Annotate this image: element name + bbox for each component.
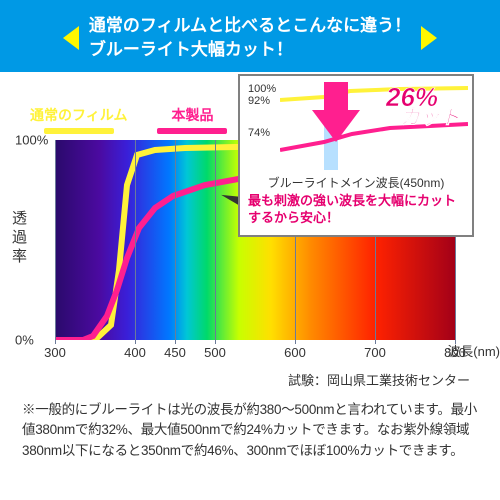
headline-banner: 通常のフィルムと比べるとこんなに違う！ブルーライト大幅カット！	[0, 0, 500, 72]
callout-subtitle: ブルーライトメイン波長(450nm)	[248, 174, 464, 191]
test-credit: 試験：岡山県工業技術センター	[288, 370, 470, 389]
x-tick: 700	[364, 345, 386, 360]
x-axis-label: 波長(nm)	[447, 341, 500, 360]
y-tick: 0%	[15, 333, 34, 348]
gridline	[215, 140, 216, 344]
gridline	[175, 140, 176, 344]
legend-normal-swatch	[44, 128, 114, 134]
legend-normal: 通常のフィルム	[30, 105, 127, 134]
callout-message: 最も刺激の強い波長を大幅にカットするから安心！	[248, 193, 464, 227]
detail-callout: 100%92% 74% 26%カット ブルーライトメイン波長(450nm) 最も刺…	[238, 74, 474, 237]
y-axis-label: 透過率	[8, 210, 29, 267]
x-tick: 450	[164, 345, 186, 360]
mini-y-tick: 100%	[248, 83, 276, 95]
mini-y-tick: 92%	[248, 95, 270, 107]
x-tick: 600	[284, 345, 306, 360]
mini-y-tick: 74%	[248, 127, 270, 139]
legend-product-swatch	[157, 128, 227, 134]
footnote: ※一般的にブルーライトは光の波長が約380～500nmと言われています。最小値3…	[22, 400, 478, 461]
mini-chart: 100%92% 74% 26%カット	[248, 82, 464, 170]
x-tick: 500	[204, 345, 226, 360]
y-tick: 100%	[15, 133, 48, 148]
arrow-left-icon	[63, 26, 79, 50]
gridline	[55, 140, 56, 344]
x-tick: 300	[44, 345, 66, 360]
arrow-right-icon	[421, 26, 437, 50]
cut-percentage: 26%カット	[386, 86, 460, 127]
legend-product: 本製品	[157, 105, 227, 134]
gridline	[135, 140, 136, 344]
headline-text: 通常のフィルムと比べるとこんなに違う！ブルーライト大幅カット！	[89, 14, 411, 62]
x-tick: 400	[124, 345, 146, 360]
legend: 通常のフィルム 本製品	[30, 105, 227, 134]
